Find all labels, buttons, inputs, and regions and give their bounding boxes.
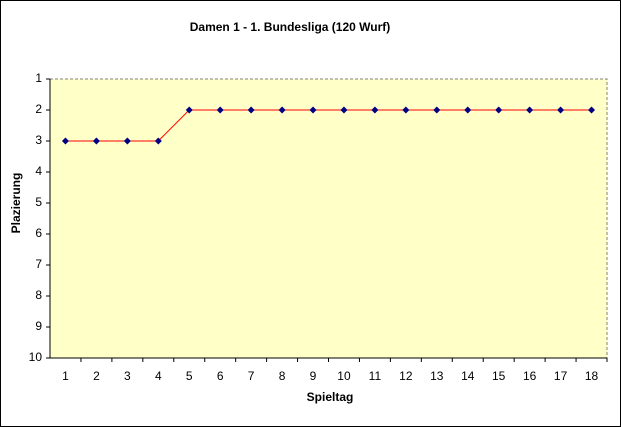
y-tick-label: 7 <box>35 257 42 271</box>
marker <box>588 106 596 114</box>
y-tick-label: 1 <box>35 71 42 85</box>
marker <box>154 137 162 145</box>
marker <box>495 106 503 114</box>
x-tick-label: 16 <box>523 369 537 383</box>
x-tick-label: 13 <box>430 369 444 383</box>
x-tick-label: 14 <box>461 369 475 383</box>
line <box>65 109 592 142</box>
marker <box>402 106 410 114</box>
marker <box>340 106 348 114</box>
chart-title: Damen 1 - 1. Bundesliga (120 Wurf) <box>190 20 391 34</box>
y-tick-label: 9 <box>35 319 42 333</box>
x-tick-label: 9 <box>310 369 317 383</box>
marker <box>216 106 224 114</box>
x-axis-label: Spieltag <box>307 390 354 404</box>
x-tick-label: 17 <box>554 369 568 383</box>
marker <box>123 137 131 145</box>
y-tick-label: 4 <box>35 164 42 178</box>
marker <box>371 106 379 114</box>
marker <box>309 106 317 114</box>
x-tick-label: 4 <box>155 369 162 383</box>
y-tick-label: 6 <box>35 226 42 240</box>
x-tick-label: 18 <box>585 369 599 383</box>
x-tick-label: 11 <box>369 369 382 383</box>
y-axis-label: Plazierung <box>9 173 23 234</box>
marker <box>61 137 69 145</box>
marker <box>526 106 534 114</box>
x-tick-label: 10 <box>337 369 351 383</box>
marker <box>464 106 472 114</box>
y-tick-label: 3 <box>35 133 42 147</box>
y-tick-label: 8 <box>35 288 42 302</box>
x-tick-label: 1 <box>62 369 69 383</box>
x-tick-label: 2 <box>93 369 100 383</box>
y-tick-label: 5 <box>35 195 42 209</box>
x-tick-label: 8 <box>279 369 286 383</box>
marker <box>557 106 565 114</box>
y-tick-label: 2 <box>35 102 42 116</box>
x-tick-label: 12 <box>399 369 413 383</box>
x-tick-label: 5 <box>186 369 193 383</box>
marker <box>185 106 193 114</box>
x-tick-label: 3 <box>124 369 131 383</box>
marker <box>433 106 441 114</box>
x-tick-label: 7 <box>248 369 255 383</box>
plot-area <box>49 78 608 359</box>
marker <box>278 106 286 114</box>
x-tick-label: 15 <box>492 369 506 383</box>
x-tick-label: 6 <box>217 369 224 383</box>
marker <box>247 106 255 114</box>
y-tick-label: 10 <box>29 350 43 364</box>
marker <box>92 137 100 145</box>
